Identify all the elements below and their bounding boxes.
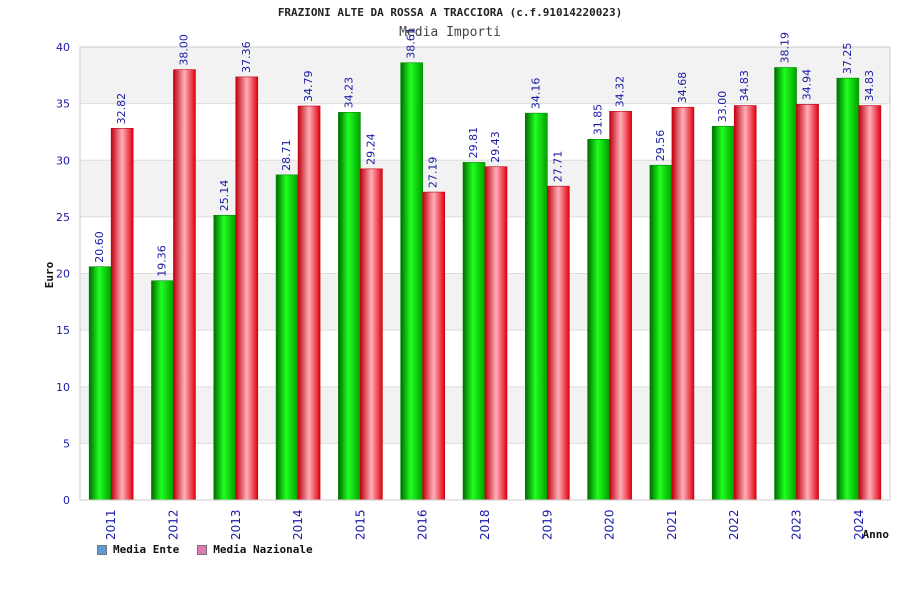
x-tick-label: 2016 — [416, 509, 430, 540]
legend-label-nazionale: Media Nazionale — [213, 543, 313, 556]
y-tick-label: 40 — [56, 41, 70, 54]
y-axis-label: Euro — [43, 261, 56, 288]
x-tick-label: 2020 — [603, 509, 617, 540]
data-label-ente: 34.16 — [529, 78, 542, 110]
chart-subtitle: Media Importi — [399, 25, 501, 40]
data-label-ente: 33.00 — [716, 91, 729, 123]
data-label-ente: 38.19 — [779, 32, 792, 64]
legend-item-nazionale: Media Nazionale — [197, 543, 313, 556]
data-label-nazionale: 27.71 — [551, 151, 564, 183]
bar-nazionale — [858, 105, 882, 501]
data-label-ente: 25.14 — [218, 180, 231, 212]
data-label-ente: 37.25 — [841, 43, 854, 75]
plot-frame — [79, 46, 891, 501]
bar-ente — [213, 214, 237, 501]
x-tick-label: 2022 — [727, 509, 741, 540]
data-label-nazionale: 34.32 — [614, 76, 627, 108]
x-tick-label: 2024 — [852, 509, 866, 540]
y-tick-label: 5 — [63, 437, 70, 450]
data-label-nazionale: 32.82 — [115, 93, 128, 124]
y-tick-label: 10 — [56, 381, 70, 394]
data-label-nazionale: 37.36 — [240, 41, 253, 73]
x-tick-label: 2014 — [291, 509, 305, 540]
chart-title: FRAZIONI ALTE DA ROSSA A TRACCIORA (c.f.… — [277, 6, 623, 19]
bar-nazionale — [173, 69, 196, 501]
data-label-nazionale: 34.83 — [738, 70, 751, 102]
legend-label-ente: Media Ente — [113, 543, 180, 556]
bar-nazionale — [297, 105, 321, 501]
bar-ente — [88, 266, 112, 501]
x-tick-label: 2019 — [540, 509, 554, 540]
data-label-nazionale: 29.43 — [489, 131, 502, 163]
bar-nazionale — [796, 104, 819, 501]
data-label-nazionale: 34.79 — [302, 71, 315, 103]
data-label-nazionale: 29.24 — [364, 133, 377, 165]
bar-nazionale — [235, 76, 259, 501]
y-tick-label: 35 — [56, 98, 70, 111]
bar-ente — [587, 138, 610, 501]
x-tick-label: 2015 — [353, 509, 367, 540]
data-label-nazionale: 27.19 — [427, 157, 440, 189]
bar-ente — [836, 77, 860, 501]
bar-ente — [711, 125, 735, 501]
bar-nazionale — [360, 168, 383, 501]
y-tick-label: 15 — [56, 324, 70, 337]
data-label-ente: 34.23 — [342, 77, 355, 109]
data-label-nazionale: 38.00 — [177, 34, 190, 66]
bar-nazionale — [671, 106, 695, 501]
bar-nazionale — [547, 185, 570, 501]
data-label-ente: 31.85 — [592, 104, 605, 136]
bar-nazionale — [609, 111, 632, 501]
data-label-ente: 19.36 — [155, 245, 168, 277]
x-tick-label: 2011 — [104, 509, 118, 540]
y-tick-label: 25 — [56, 211, 70, 224]
data-label-ente: 38.61 — [405, 27, 418, 59]
grid-band — [80, 47, 890, 104]
data-label-ente: 29.56 — [654, 130, 667, 162]
bar-nazionale — [484, 166, 508, 501]
x-tick-label: 2013 — [229, 509, 243, 540]
y-tick-label: 30 — [56, 154, 70, 167]
bar-ente — [338, 112, 361, 501]
bar-ente — [275, 174, 299, 501]
bar-ente — [151, 280, 174, 501]
data-label-nazionale: 34.83 — [863, 70, 876, 102]
bar-ente — [400, 62, 423, 501]
x-tick-label: 2023 — [790, 509, 804, 540]
y-tick-label: 20 — [56, 268, 70, 281]
x-tick-label: 2018 — [478, 509, 492, 540]
x-tick-label: 2021 — [665, 509, 679, 540]
chart-legend: Media Ente Media Nazionale — [97, 543, 313, 556]
data-label-nazionale: 34.94 — [801, 69, 814, 101]
data-label-nazionale: 34.68 — [676, 72, 689, 104]
legend-item-ente: Media Ente — [97, 543, 179, 556]
bar-nazionale — [733, 105, 757, 501]
bar-ente — [649, 164, 673, 501]
legend-swatch-ente — [97, 544, 107, 555]
data-label-ente: 29.81 — [467, 127, 480, 159]
y-tick-label: 0 — [63, 494, 70, 507]
x-axis-label: Anno — [863, 528, 890, 541]
data-label-ente: 28.71 — [280, 139, 293, 171]
grid-band — [80, 103, 890, 161]
x-tick-label: 2012 — [166, 509, 180, 540]
bar-nazionale — [110, 128, 134, 501]
data-label-ente: 20.60 — [93, 231, 106, 263]
bar-nazionale — [422, 191, 445, 501]
bar-ente — [774, 67, 797, 501]
legend-swatch-nazionale — [197, 544, 208, 555]
bar-ente — [525, 112, 548, 501]
bar-ente — [462, 162, 486, 501]
